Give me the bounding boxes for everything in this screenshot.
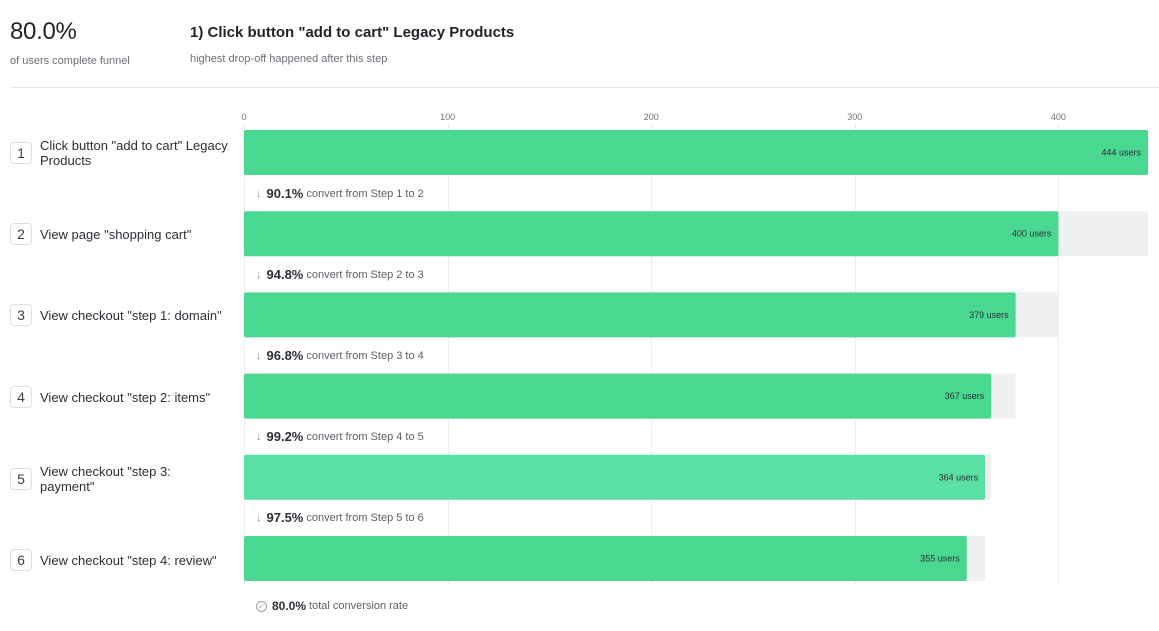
step-row-2: 2 View page "shopping cart": [10, 211, 230, 257]
conversion-rate: 94.8%: [266, 267, 304, 282]
funnel-completion-value: 80.0%: [10, 18, 77, 45]
dropoff-step-title: 1) Click button "add to cart" Legacy Pro…: [190, 24, 515, 41]
step-number: 1: [10, 142, 32, 164]
conversion-text: convert from Step 4 to 5: [306, 430, 424, 443]
x-tick-label: 400: [1051, 112, 1066, 122]
conversion-rate: 90.1%: [266, 186, 304, 201]
step-number: 5: [10, 468, 32, 490]
step-row-5: 5 View checkout "step 3: payment": [10, 456, 190, 502]
step-row-6: 6 View checkout "step 4: review": [10, 537, 230, 583]
step-label[interactable]: View page "shopping cart": [40, 226, 192, 242]
conversion-text: convert from Step 1 to 2: [306, 187, 424, 200]
step-label[interactable]: View checkout "step 2: items": [40, 389, 211, 405]
step-label[interactable]: View checkout "step 4: review": [40, 552, 217, 568]
conversion-2-3: ↓ 94.8% convert from Step 2 to 3: [256, 267, 424, 282]
dropoff-caption: highest drop-off happened after this ste…: [190, 53, 388, 65]
arrow-down-icon: ↓: [256, 430, 262, 443]
x-tick-label: 200: [644, 112, 659, 122]
conversion-4-5: ↓ 99.2% convert from Step 4 to 5: [256, 429, 424, 444]
step-number: 3: [10, 304, 32, 326]
step-number: 6: [10, 549, 32, 571]
step-row-1: 1 Click button "add to cart" Legacy Prod…: [10, 130, 230, 176]
funnel-bar[interactable]: [244, 373, 992, 419]
total-conversion: ✓ 80.0% total conversion rate: [256, 599, 408, 613]
conversion-3-4: ↓ 96.8% convert from Step 3 to 4: [256, 348, 424, 363]
conversion-5-6: ↓ 97.5% convert from Step 5 to 6: [256, 510, 424, 525]
arrow-down-icon: ↓: [256, 511, 262, 524]
arrow-down-icon: ↓: [256, 268, 262, 281]
step-number: 4: [10, 386, 32, 408]
conversion-rate: 97.5%: [266, 510, 304, 525]
total-conversion-rate: 80.0%: [272, 599, 307, 613]
step-label[interactable]: View checkout "step 3: payment": [40, 464, 171, 494]
conversion-rate: 96.8%: [266, 348, 304, 363]
funnel-bar[interactable]: [244, 536, 967, 581]
check-circle-icon: ✓: [256, 600, 267, 612]
step-row-3: 3 View checkout "step 1: domain": [10, 292, 230, 338]
x-tick-label: 300: [847, 112, 862, 122]
funnel-completion-caption: of users complete funnel: [10, 55, 130, 67]
step-row-4: 4 View checkout "step 2: items": [10, 374, 230, 420]
funnel-bar[interactable]: [244, 130, 1148, 175]
total-conversion-text: total conversion rate: [309, 600, 409, 612]
x-tick-label: 0: [241, 112, 246, 122]
dropoff-summary: 1) Click button "add to cart" Legacy Pro…: [190, 24, 514, 65]
x-tick-label: 100: [440, 112, 455, 122]
arrow-down-icon: ↓: [256, 187, 262, 200]
conversion-rate: 99.2%: [266, 429, 304, 444]
funnel-bar[interactable]: [244, 454, 986, 500]
step-label[interactable]: View checkout "step 1: domain": [40, 307, 222, 323]
step-number: 2: [10, 223, 32, 245]
step-label[interactable]: Click button "add to cart" Legacy Produc…: [40, 138, 228, 168]
conversion-text: convert from Step 3 to 4: [306, 349, 424, 362]
conversion-text: convert from Step 5 to 6: [306, 511, 424, 524]
header-divider: [10, 87, 1159, 88]
funnel-bar[interactable]: [244, 292, 1016, 338]
funnel-bar[interactable]: [244, 211, 1059, 257]
arrow-down-icon: ↓: [256, 349, 262, 362]
conversion-1-2: ↓ 90.1% convert from Step 1 to 2: [256, 186, 424, 201]
conversion-text: convert from Step 2 to 3: [306, 268, 424, 281]
summary: 80.0% of users complete funnel: [10, 18, 130, 67]
